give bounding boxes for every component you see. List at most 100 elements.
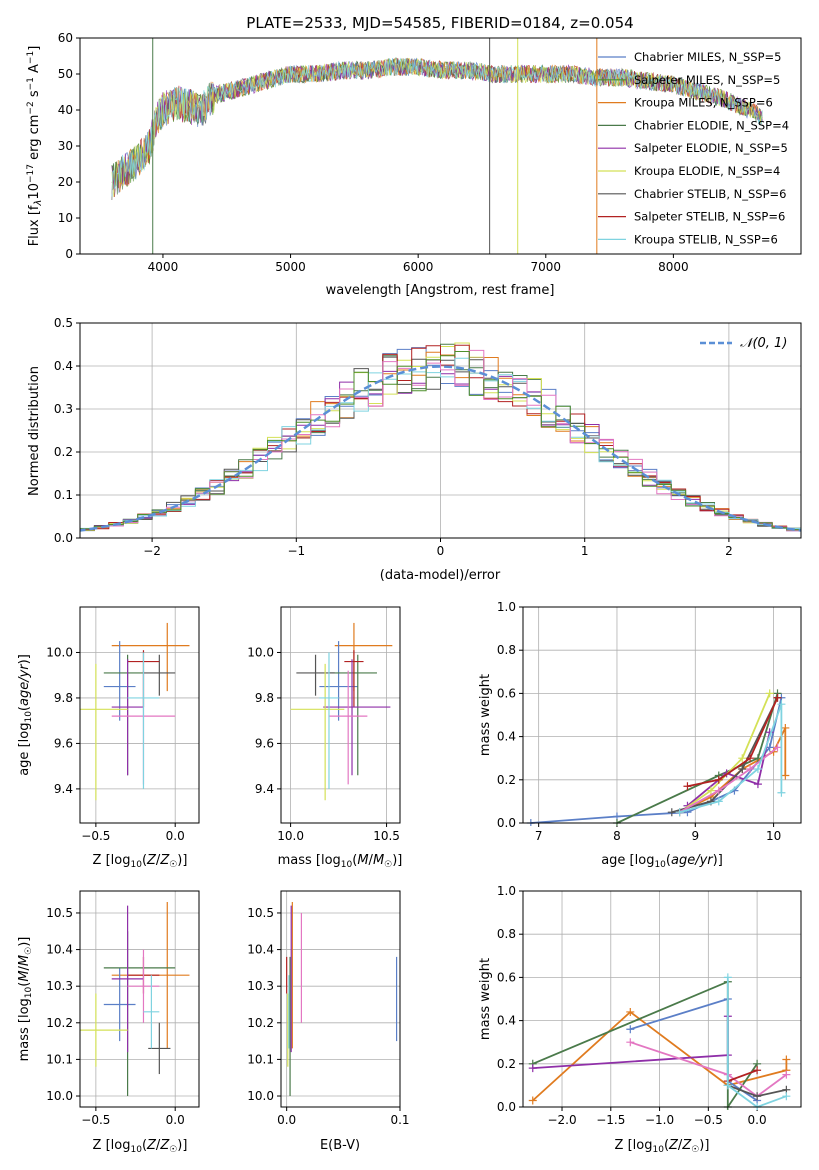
- y-tick-label: 0.3: [54, 402, 73, 416]
- weight-point-marker: [714, 797, 723, 806]
- weight-point-marker: [781, 771, 790, 780]
- mass-vs-ebv-panel: 0.0 0.1 10.0 10.1 10.2 10.3 10.4 10.5 E(B-V): [247, 890, 410, 1153]
- y-tick-label: 30: [58, 139, 73, 153]
- errorbar-set: [80, 901, 190, 1097]
- y-tick-label: 10.0: [247, 645, 274, 659]
- errorbar-set: [80, 622, 190, 801]
- y-tick-label: 10.2: [46, 1016, 73, 1030]
- weight-point-marker: [781, 723, 790, 732]
- x-tick-label: 8000: [658, 260, 689, 274]
- x-tick-label: 0: [437, 544, 445, 558]
- y-tick-label: 0.8: [497, 643, 516, 657]
- normal-curve: [80, 365, 801, 532]
- spectrum-xlabel: wavelength [Angstrom, rest frame]: [326, 283, 555, 298]
- weight-point-marker: [753, 1092, 762, 1101]
- errorbar-set: [290, 622, 393, 801]
- y-tick-label: 10.2: [247, 1016, 274, 1030]
- x-tick-label: 1: [581, 544, 589, 558]
- weight-vs-age-ylabel: mass weight: [478, 674, 493, 756]
- y-tick-label: 0.4: [54, 359, 73, 373]
- y-tick-label: 0.2: [497, 1057, 516, 1071]
- y-tick-label: 9.6: [255, 736, 274, 750]
- age-vs-mass-xlabel: mass [log10(M/M☉)]: [278, 853, 403, 870]
- y-tick-label: 1.0: [497, 600, 516, 614]
- y-tick-label: 10.1: [247, 1052, 274, 1066]
- age-vs-mass-frame: [280, 606, 401, 824]
- y-tick-label: 9.4: [255, 782, 274, 796]
- x-tick-label: 0.0: [166, 829, 185, 843]
- y-tick-label: 1.0: [497, 884, 516, 898]
- x-tick-label: 10: [766, 829, 781, 843]
- weight-point-marker: [773, 743, 782, 752]
- weight-point-marker: [626, 1025, 635, 1034]
- weight-point-marker: [773, 693, 782, 702]
- weight-point-marker: [714, 786, 723, 795]
- y-tick-label: 0.5: [54, 316, 73, 330]
- y-tick-label: 0.4: [497, 730, 516, 744]
- y-tick-label: 10.3: [46, 979, 73, 993]
- x-tick-label: −1.5: [596, 1113, 625, 1127]
- weight-point-marker: [753, 765, 762, 773]
- weight-point-marker: [746, 754, 755, 763]
- weight-point-marker: [626, 1007, 635, 1016]
- residual-xlabel: (data-model)/error: [380, 568, 501, 583]
- x-tick-label: 2: [725, 544, 733, 558]
- weight-point-marker: [753, 1066, 762, 1075]
- weight-point-marker: [753, 754, 762, 763]
- x-tick-label: 10.0: [277, 829, 304, 843]
- mass-vs-z-ylabel: mass [log10(M/M☉)]: [17, 937, 34, 1062]
- age-vs-z-panel: −0.5 0.0 9.4 9.6 9.8 10.0 Z [log10(Z/Z☉)] age…: [17, 606, 200, 870]
- line-set: [526, 689, 790, 826]
- weight-vs-z-xlabel: Z [log10(Z/Z☉)]: [615, 1138, 710, 1155]
- x-tick-label: 4000: [148, 260, 179, 274]
- legend-label: Kroupa MILES, N_SSP=6: [634, 96, 773, 110]
- age-vs-z-xlabel: Z [log10(Z/Z☉)]: [93, 853, 188, 870]
- y-tick-label: 10: [58, 211, 73, 225]
- age-vs-z-frame: [79, 606, 200, 824]
- line-set: [528, 973, 791, 1110]
- weight-line: [727, 1069, 758, 1082]
- weight-point-marker: [753, 780, 762, 789]
- residual-axes-frame: [79, 322, 802, 539]
- y-tick-label: 0.2: [497, 773, 516, 787]
- y-tick-label: 0.2: [54, 445, 73, 459]
- x-tick-label: −1: [287, 544, 305, 558]
- spectrum-series-line: [111, 57, 763, 197]
- y-tick-label: 10.4: [247, 943, 274, 957]
- legend-label: Salpeter ELODIE, N_SSP=5: [634, 141, 788, 155]
- spectrum-lines: [111, 38, 763, 254]
- y-tick-label: 9.8: [255, 691, 274, 705]
- y-tick-label: 0.0: [497, 1100, 516, 1114]
- weight-line: [679, 746, 779, 813]
- y-tick-label: 10.5: [46, 906, 73, 920]
- errorbar-set: [286, 901, 398, 1097]
- weight-point-marker: [528, 1096, 537, 1105]
- y-tick-label: 0.6: [497, 686, 516, 700]
- mass-vs-ebv-xlabel: E(B-V): [320, 1138, 360, 1153]
- legend-label: Chabrier STELIB, N_SSP=6: [634, 187, 786, 201]
- weight-line: [726, 977, 787, 1109]
- y-tick-label: 0.6: [497, 970, 516, 984]
- mass-vs-z-xlabel: Z [log10(Z/Z☉)]: [93, 1138, 188, 1155]
- weight-line: [687, 697, 779, 788]
- residual-histograms: [80, 342, 801, 533]
- spectrum-series-line: [111, 58, 763, 197]
- weight-point-marker: [738, 765, 747, 773]
- spectrum-panel: PLATE=2533, MJD=54585, FIBERID=0184, z=0…: [26, 14, 802, 298]
- y-tick-label: 10.3: [247, 979, 274, 993]
- spectrum-axes-frame: [79, 37, 802, 255]
- y-tick-label: 10.0: [247, 1089, 274, 1103]
- y-tick-label: 0: [65, 247, 73, 261]
- x-tick-label: 5000: [275, 260, 306, 274]
- y-tick-label: 50: [58, 67, 73, 81]
- y-tick-label: 10.0: [46, 1089, 73, 1103]
- age-vs-mass-panel: 10.0 10.5 9.4 9.6 9.8 10.0 mass [log10(M/M☉)]: [247, 606, 403, 870]
- mass-vs-z-frame: [79, 890, 200, 1108]
- residual-panel: −2 −1 0 1 2 0.0 0.1 0.2 0.3 0.4 0.5 (data-model)/e…: [27, 316, 802, 583]
- mass-vs-z-panel: −0.5 0.0 10.0 10.1 10.2 10.3 10.4 10.5 Z [log10…: [17, 890, 200, 1155]
- x-tick-label: 0.0: [277, 1113, 296, 1127]
- x-tick-label: −2.0: [547, 1113, 576, 1127]
- x-tick-label: −0.5: [81, 1113, 110, 1127]
- weight-point-marker: [714, 775, 723, 784]
